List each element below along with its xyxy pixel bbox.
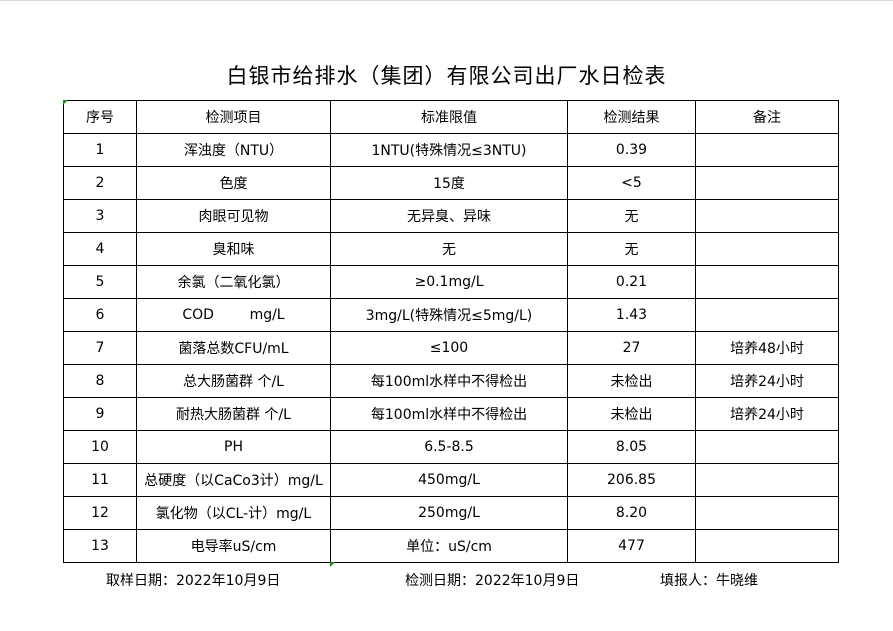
cell-index[interactable]: 9 (63, 397, 137, 431)
table-row: 12 氯化物（以CL-计）mg/L 250mg/L 8.20 (63, 496, 839, 530)
cell-note[interactable] (695, 430, 839, 464)
cell-limit[interactable]: 250mg/L (330, 496, 568, 530)
cell-limit[interactable]: 450mg/L (330, 463, 568, 497)
column-header[interactable]: 检测结果 (567, 100, 696, 134)
column-header[interactable]: 备注 (695, 100, 839, 134)
cell-result[interactable]: 未检出 (567, 397, 696, 431)
column-header[interactable]: 标准限值 (330, 100, 568, 134)
cell-limit[interactable]: 15度 (330, 166, 568, 200)
table-row: 4 臭和味无无 (63, 232, 839, 266)
cell-limit[interactable]: ≥0.1mg/L (330, 265, 568, 299)
cell-index[interactable]: 11 (63, 463, 137, 497)
sheet-top-border (0, 0, 893, 1)
cell-note[interactable]: 培养24小时 (695, 397, 839, 431)
table-row: 3 肉眼可见物 无异臭、异味无 (63, 199, 839, 233)
table-row: 1 浑浊度（NTU） 1NTU(特殊情况≤3NTU) 0.39 (63, 133, 839, 167)
cell-index[interactable]: 4 (63, 232, 137, 266)
cell-item[interactable]: 总大肠菌群 个/L (136, 364, 331, 398)
cell-note[interactable]: 培养24小时 (695, 364, 839, 398)
cell-index[interactable]: 3 (63, 199, 137, 233)
cell-result[interactable]: 无 (567, 199, 696, 233)
cell-index[interactable]: 1 (63, 133, 137, 167)
cell-index[interactable]: 10 (63, 430, 137, 464)
cell-result[interactable]: 8.20 (567, 496, 696, 530)
cell-index[interactable]: 6 (63, 298, 137, 332)
cell-item[interactable]: 余氯（二氧化氯） (136, 265, 331, 299)
table-header-row: 序号 检测项目 标准限值 检测结果 备注 (63, 100, 839, 134)
cell-result[interactable]: 477 (567, 529, 696, 563)
page-title: 白银市给排水（集团）有限公司出厂水日检表 (226, 64, 667, 88)
cell-note[interactable] (695, 298, 839, 332)
cell-result[interactable]: 0.39 (567, 133, 696, 167)
cell-limit[interactable]: 无 (330, 232, 568, 266)
cell-limit[interactable]: 每100ml水样中不得检出 (330, 397, 568, 431)
cell-item[interactable]: 总硬度（以CaCo3计）mg/L (136, 463, 331, 497)
cell-note[interactable] (695, 199, 839, 233)
cell-marker (63, 100, 68, 105)
table-row: 9 耐热大肠菌群 个/L 每100ml水样中不得检出 未检出 培养24小时 (63, 397, 839, 431)
table-row: 6 COD mg/L 3mg/L(特殊情况≤5mg/L) 1.43 (63, 298, 839, 332)
cell-result[interactable]: 未检出 (567, 364, 696, 398)
cell-result[interactable]: 27 (567, 331, 696, 365)
cell-result[interactable]: 1.43 (567, 298, 696, 332)
cell-index[interactable]: 5 (63, 265, 137, 299)
cell-note[interactable] (695, 496, 839, 530)
cell-item[interactable]: 浑浊度（NTU） (136, 133, 331, 167)
table-row: 2 色度 15度 <5 (63, 166, 839, 200)
test-date: 检测日期：2022年10月9日 (405, 573, 580, 589)
column-header[interactable]: 序号 (63, 100, 137, 134)
cell-marker (330, 562, 335, 567)
column-header[interactable]: 检测项目 (136, 100, 331, 134)
cell-item[interactable]: 电导率uS/cm (136, 529, 331, 563)
cell-limit[interactable]: 单位：uS/cm (330, 529, 568, 563)
cell-index[interactable]: 8 (63, 364, 137, 398)
cell-item[interactable]: PH (136, 430, 331, 464)
cell-item[interactable]: COD mg/L (136, 298, 331, 332)
cell-result[interactable]: 8.05 (567, 430, 696, 464)
cell-note[interactable] (695, 232, 839, 266)
cell-index[interactable]: 7 (63, 331, 137, 365)
table-row: 7 菌落总数CFU/mL ≤100 27 培养48小时 (63, 331, 839, 365)
table-row: 8 总大肠菌群 个/L 每100ml水样中不得检出 未检出 培养24小时 (63, 364, 839, 398)
cell-result[interactable]: 无 (567, 232, 696, 266)
cell-index[interactable]: 13 (63, 529, 137, 563)
cell-limit[interactable]: 3mg/L(特殊情况≤5mg/L) (330, 298, 568, 332)
cell-note[interactable] (695, 166, 839, 200)
cell-limit[interactable]: 无异臭、异味 (330, 199, 568, 233)
table-row: 13 电导率uS/cm 单位：uS/cm 477 (63, 529, 839, 563)
cell-limit[interactable]: 6.5-8.5 (330, 430, 568, 464)
cell-result[interactable]: 0.21 (567, 265, 696, 299)
sample-date: 取样日期：2022年10月9日 (106, 573, 281, 589)
cell-note[interactable] (695, 265, 839, 299)
cell-result[interactable]: <5 (567, 166, 696, 200)
cell-limit[interactable]: 每100ml水样中不得检出 (330, 364, 568, 398)
cell-note[interactable] (695, 529, 839, 563)
cell-item[interactable]: 肉眼可见物 (136, 199, 331, 233)
cell-limit[interactable]: 1NTU(特殊情况≤3NTU) (330, 133, 568, 167)
cell-index[interactable]: 2 (63, 166, 137, 200)
reporter: 填报人：牛晓维 (660, 573, 758, 589)
table-row: 5 余氯（二氧化氯） ≥0.1mg/L 0.21 (63, 265, 839, 299)
cell-item[interactable]: 色度 (136, 166, 331, 200)
table-row: 11 总硬度（以CaCo3计）mg/L 450mg/L 206.85 (63, 463, 839, 497)
inspection-table: 序号 检测项目 标准限值 检测结果 备注 1 浑浊度（NTU） 1NTU(特殊情况≤3NTU… (63, 100, 839, 563)
cell-item[interactable]: 臭和味 (136, 232, 331, 266)
cell-result[interactable]: 206.85 (567, 463, 696, 497)
cell-item[interactable]: 氯化物（以CL-计）mg/L (136, 496, 331, 530)
cell-item[interactable]: 菌落总数CFU/mL (136, 331, 331, 365)
cell-note[interactable] (695, 463, 839, 497)
cell-index[interactable]: 12 (63, 496, 137, 530)
cell-note[interactable]: 培养48小时 (695, 331, 839, 365)
cell-item[interactable]: 耐热大肠菌群 个/L (136, 397, 331, 431)
cell-limit[interactable]: ≤100 (330, 331, 568, 365)
cell-note[interactable] (695, 133, 839, 167)
table-row: 10 PH 6.5-8.5 8.05 (63, 430, 839, 464)
